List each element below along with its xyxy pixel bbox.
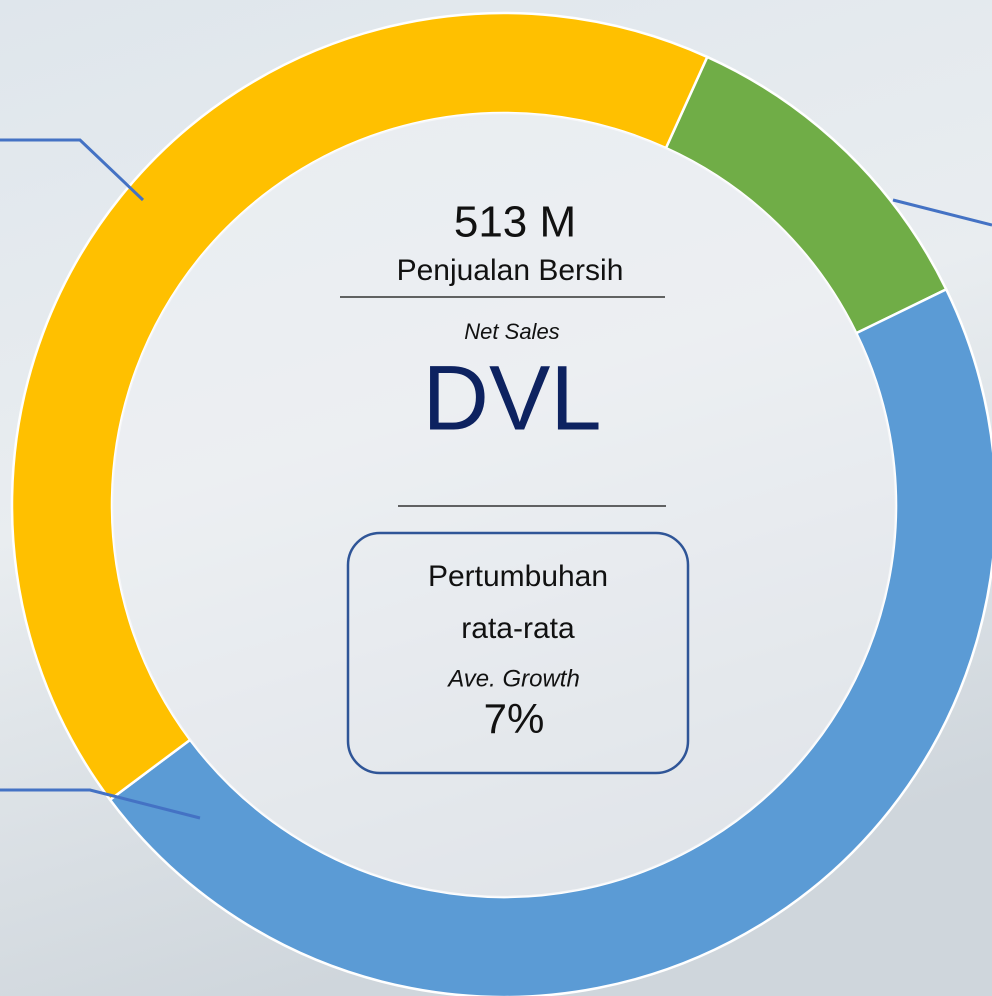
chart-title: DVL bbox=[423, 347, 602, 449]
leader-line bbox=[0, 788, 201, 820]
leader-line bbox=[0, 138, 145, 202]
growth-label: rata-rata bbox=[461, 612, 575, 645]
growth-value: 7% bbox=[484, 695, 545, 742]
leader-line bbox=[892, 198, 992, 227]
net-sales-label: Penjualan Bersih bbox=[397, 254, 624, 287]
growth-label: Pertumbuhan bbox=[428, 560, 608, 593]
growth-box bbox=[346, 531, 690, 775]
donut-hole bbox=[112, 113, 896, 897]
growth-label-en: Ave. Growth bbox=[446, 665, 580, 692]
net-sales-value: 513 M bbox=[454, 198, 576, 247]
net-sales-label-en: Net Sales bbox=[464, 319, 559, 344]
